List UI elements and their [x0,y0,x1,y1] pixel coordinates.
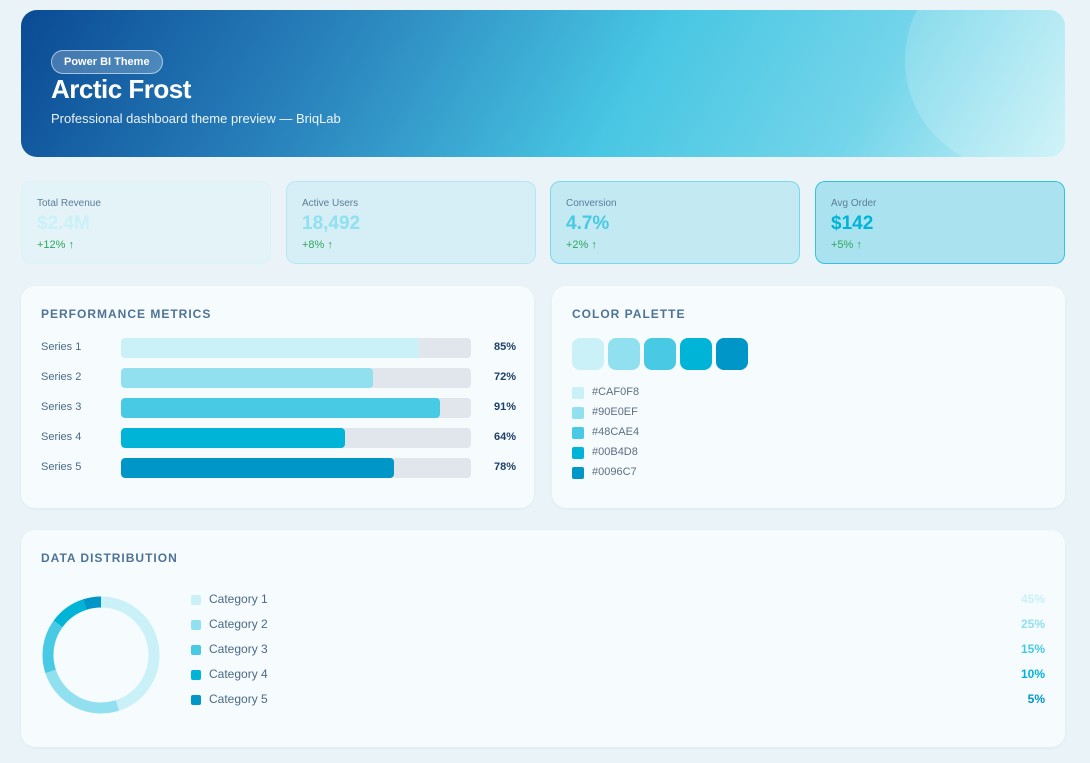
kpi-card-avg-order[interactable]: Avg Order $142 +5% ↑ [815,181,1065,264]
kpi-value: $142 [831,213,874,234]
theme-badge: Power BI Theme [51,50,163,74]
legend-row-category-1: Category 1 45% [191,592,1045,608]
legend-value: 10% [1020,667,1045,681]
palette-swatch[interactable] [608,338,640,370]
legend-label: Category 3 [209,642,268,656]
legend-row-category-4: Category 4 10% [191,667,1045,683]
legend-swatch [191,595,201,605]
decorative-circle [905,10,1065,157]
bar-label: Series 5 [41,461,82,473]
legend-value: 15% [1020,642,1045,656]
kpi-card-total-revenue[interactable]: Total Revenue $2.4M +12% ↑ [21,181,271,264]
page-subtitle: Professional dashboard theme preview — B… [51,111,341,126]
bar-value: 91% [493,401,516,413]
hex-code: #0096C7 [592,466,637,478]
bar-track [121,338,471,358]
kpi-value: $2.4M [37,213,90,234]
legend-value: 25% [1020,617,1045,631]
kpi-value: 4.7% [566,213,610,234]
legend-swatch [191,645,201,655]
bar-row-series-5: Series 5 78% [41,458,516,478]
hex-swatch [572,427,584,439]
kpi-label: Conversion [566,198,617,209]
card-title: DATA DISTRIBUTION [41,551,178,565]
bar-row-series-4: Series 4 64% [41,428,516,448]
bar-label: Series 3 [41,401,82,413]
palette-swatch[interactable] [680,338,712,370]
palette-swatch[interactable] [716,338,748,370]
legend-swatch [191,695,201,705]
kpi-delta: +5% ↑ [831,239,862,251]
donut-slice-4[interactable] [53,599,87,628]
donut-slice-5[interactable] [82,596,102,610]
hex-swatch [572,387,584,399]
bar-label: Series 2 [41,371,82,383]
legend-label: Category 1 [209,592,268,606]
bar-value: 72% [493,371,516,383]
legend-row-category-2: Category 2 25% [191,617,1045,633]
palette-swatch[interactable] [644,338,676,370]
hero-banner: Power BI Theme Arctic Frost Professional… [21,10,1065,157]
donut-slice-1[interactable] [100,596,160,711]
hex-code: #90E0EF [592,406,638,418]
bar-label: Series 1 [41,341,82,353]
palette-swatch[interactable] [572,338,604,370]
hex-code: #00B4D8 [592,446,638,458]
kpi-value: 18,492 [302,213,361,234]
kpi-delta: +2% ↑ [566,239,597,251]
bar-track [121,428,471,448]
bar-value: 78% [493,461,516,473]
bar-row-series-2: Series 2 72% [41,368,516,388]
hex-code: #48CAE4 [592,426,640,438]
performance-metrics-card: PERFORMANCE METRICS Series 1 85% Series … [21,286,534,508]
legend-label: Category 5 [209,692,268,706]
kpi-label: Avg Order [831,198,877,209]
bar-track [121,368,471,388]
donut-slice-2[interactable] [45,669,120,714]
kpi-label: Total Revenue [37,198,101,209]
legend-swatch [191,620,201,630]
legend-label: Category 2 [209,617,268,631]
kpi-delta: +8% ↑ [302,239,333,251]
bar-row-series-3: Series 3 91% [41,398,516,418]
card-title: PERFORMANCE METRICS [41,307,212,321]
bar-fill [121,428,345,448]
hex-swatch [572,467,584,479]
card-title: COLOR PALETTE [572,307,686,321]
legend-row-category-5: Category 5 5% [191,692,1045,708]
bar-track [121,398,471,418]
donut-slice-3[interactable] [42,620,63,674]
kpi-delta: +12% ↑ [37,239,74,251]
hex-swatch [572,447,584,459]
bar-label: Series 4 [41,431,82,443]
bar-row-series-1: Series 1 85% [41,338,516,358]
bar-value: 85% [493,341,516,353]
kpi-card-conversion[interactable]: Conversion 4.7% +2% ↑ [550,181,800,264]
kpi-card-active-users[interactable]: Active Users 18,492 +8% ↑ [286,181,536,264]
page-title: Arctic Frost [51,74,191,104]
kpi-label: Active Users [302,198,359,209]
bar-fill [121,398,440,418]
bar-track [121,458,471,478]
legend-row-category-3: Category 3 15% [191,642,1045,658]
bar-value: 64% [493,431,516,443]
legend-value: 5% [1027,692,1045,706]
legend-value: 45% [1020,592,1045,606]
data-distribution-card: DATA DISTRIBUTION Category 1 45% Categor… [21,530,1065,747]
donut-chart [42,596,160,714]
color-palette-card: COLOR PALETTE #CAF0F8 #90E0EF #48CAE4 #0… [552,286,1065,508]
legend-swatch [191,670,201,680]
legend-label: Category 4 [209,667,268,681]
bar-fill [121,338,419,358]
bar-fill [121,368,373,388]
bar-fill [121,458,394,478]
hex-swatch [572,407,584,419]
hex-code: #CAF0F8 [592,386,640,398]
